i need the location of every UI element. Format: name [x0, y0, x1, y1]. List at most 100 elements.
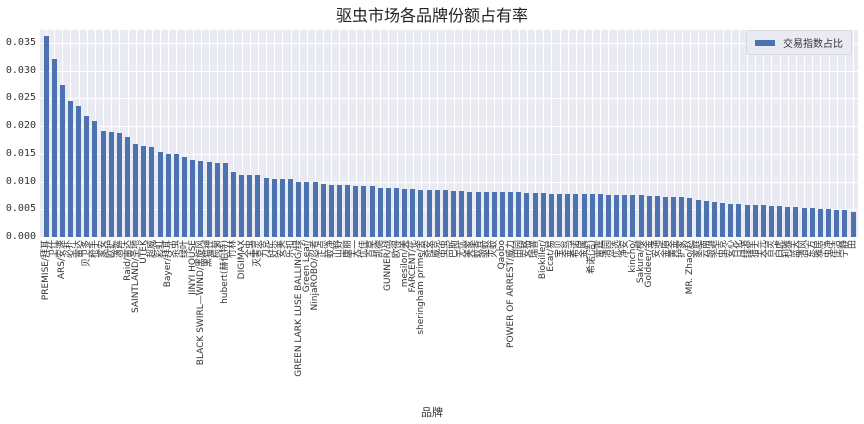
bar — [410, 188, 416, 237]
bar — [394, 187, 399, 237]
v-gridline — [837, 30, 838, 238]
v-gridline — [282, 30, 283, 238]
v-gridline — [413, 30, 414, 238]
bar — [622, 195, 628, 237]
bar — [67, 100, 73, 237]
v-gridline — [160, 30, 161, 238]
bar — [271, 179, 277, 237]
bar — [687, 197, 693, 237]
v-gridline — [168, 30, 169, 238]
bar — [793, 207, 799, 237]
legend-label: 交易指数占比 — [783, 39, 843, 50]
v-gridline — [527, 30, 528, 238]
v-gridline — [405, 30, 406, 238]
v-gridline — [176, 30, 177, 238]
v-gridline — [144, 30, 145, 238]
y-tick-label: 0.030 — [5, 64, 36, 76]
v-gridline — [380, 30, 381, 238]
bar — [418, 189, 424, 237]
v-gridline — [600, 30, 601, 238]
v-gridline — [217, 30, 218, 238]
v-gridline — [478, 30, 479, 238]
bar — [834, 209, 840, 237]
bar — [679, 197, 685, 237]
v-gridline — [739, 30, 740, 238]
v-gridline — [804, 30, 805, 238]
bar — [125, 136, 130, 237]
bar — [654, 195, 660, 237]
bar — [581, 194, 587, 237]
v-gridline — [233, 30, 234, 238]
v-gridline — [723, 30, 724, 238]
v-gridline — [666, 30, 667, 238]
bar — [320, 183, 326, 237]
bar — [214, 162, 220, 237]
plot-area — [40, 30, 858, 238]
x-axis-tick-labels: PREMISE/拜耳 卫仕 ARS/安速 必扑 雷达 贝卫多 枪手 家安 欧护 滴露 Raid/雷达… — [40, 240, 858, 400]
v-gridline — [454, 30, 455, 238]
y-tick-label: 0.020 — [5, 120, 36, 132]
v-gridline — [543, 30, 544, 238]
v-gridline — [592, 30, 593, 238]
v-gridline — [128, 30, 129, 238]
v-gridline — [136, 30, 137, 238]
bar — [59, 85, 65, 237]
v-gridline — [641, 30, 642, 238]
bar — [557, 193, 563, 237]
y-tick-label: 0.005 — [5, 203, 36, 215]
bar — [777, 205, 783, 237]
v-gridline — [584, 30, 585, 238]
legend-swatch-icon — [755, 39, 775, 46]
v-gridline — [674, 30, 675, 238]
bar — [116, 133, 122, 237]
v-gridline — [690, 30, 691, 238]
v-gridline — [299, 30, 300, 238]
v-gridline — [364, 30, 365, 238]
bar — [43, 36, 49, 237]
bar — [133, 144, 139, 237]
bar — [605, 194, 611, 237]
bar — [744, 204, 750, 237]
bar — [296, 182, 302, 237]
bar — [141, 146, 147, 237]
bar — [165, 153, 171, 237]
v-gridline — [706, 30, 707, 238]
y-tick-label: 0.000 — [5, 231, 36, 242]
v-gridline — [698, 30, 699, 238]
bar — [51, 58, 57, 237]
h-gridline — [40, 43, 858, 44]
bar — [92, 120, 98, 237]
v-gridline — [193, 30, 194, 238]
bar — [785, 206, 791, 237]
v-gridline — [372, 30, 373, 238]
bar — [540, 193, 546, 237]
v-gridline — [617, 30, 618, 238]
bar — [84, 115, 90, 237]
bar — [328, 184, 334, 237]
bar — [491, 191, 497, 237]
bar — [198, 160, 204, 237]
v-gridline — [755, 30, 756, 238]
v-gridline — [242, 30, 243, 238]
bar — [345, 184, 351, 237]
bar — [369, 186, 375, 237]
bar — [768, 205, 774, 237]
v-gridline — [258, 30, 259, 238]
v-gridline — [551, 30, 552, 238]
bar — [842, 210, 848, 237]
h-gridline — [40, 126, 858, 128]
v-gridline — [560, 30, 561, 238]
bar — [459, 191, 465, 237]
v-gridline — [225, 30, 226, 238]
v-gridline — [747, 30, 748, 238]
v-gridline — [519, 30, 520, 238]
bar — [850, 211, 856, 237]
bar — [230, 171, 236, 237]
v-gridline — [201, 30, 202, 238]
bar — [597, 194, 603, 237]
bar — [173, 154, 179, 237]
v-gridline — [323, 30, 324, 238]
h-gridline — [40, 209, 858, 211]
bar — [638, 195, 644, 237]
y-tick-label: 0.010 — [5, 175, 36, 187]
